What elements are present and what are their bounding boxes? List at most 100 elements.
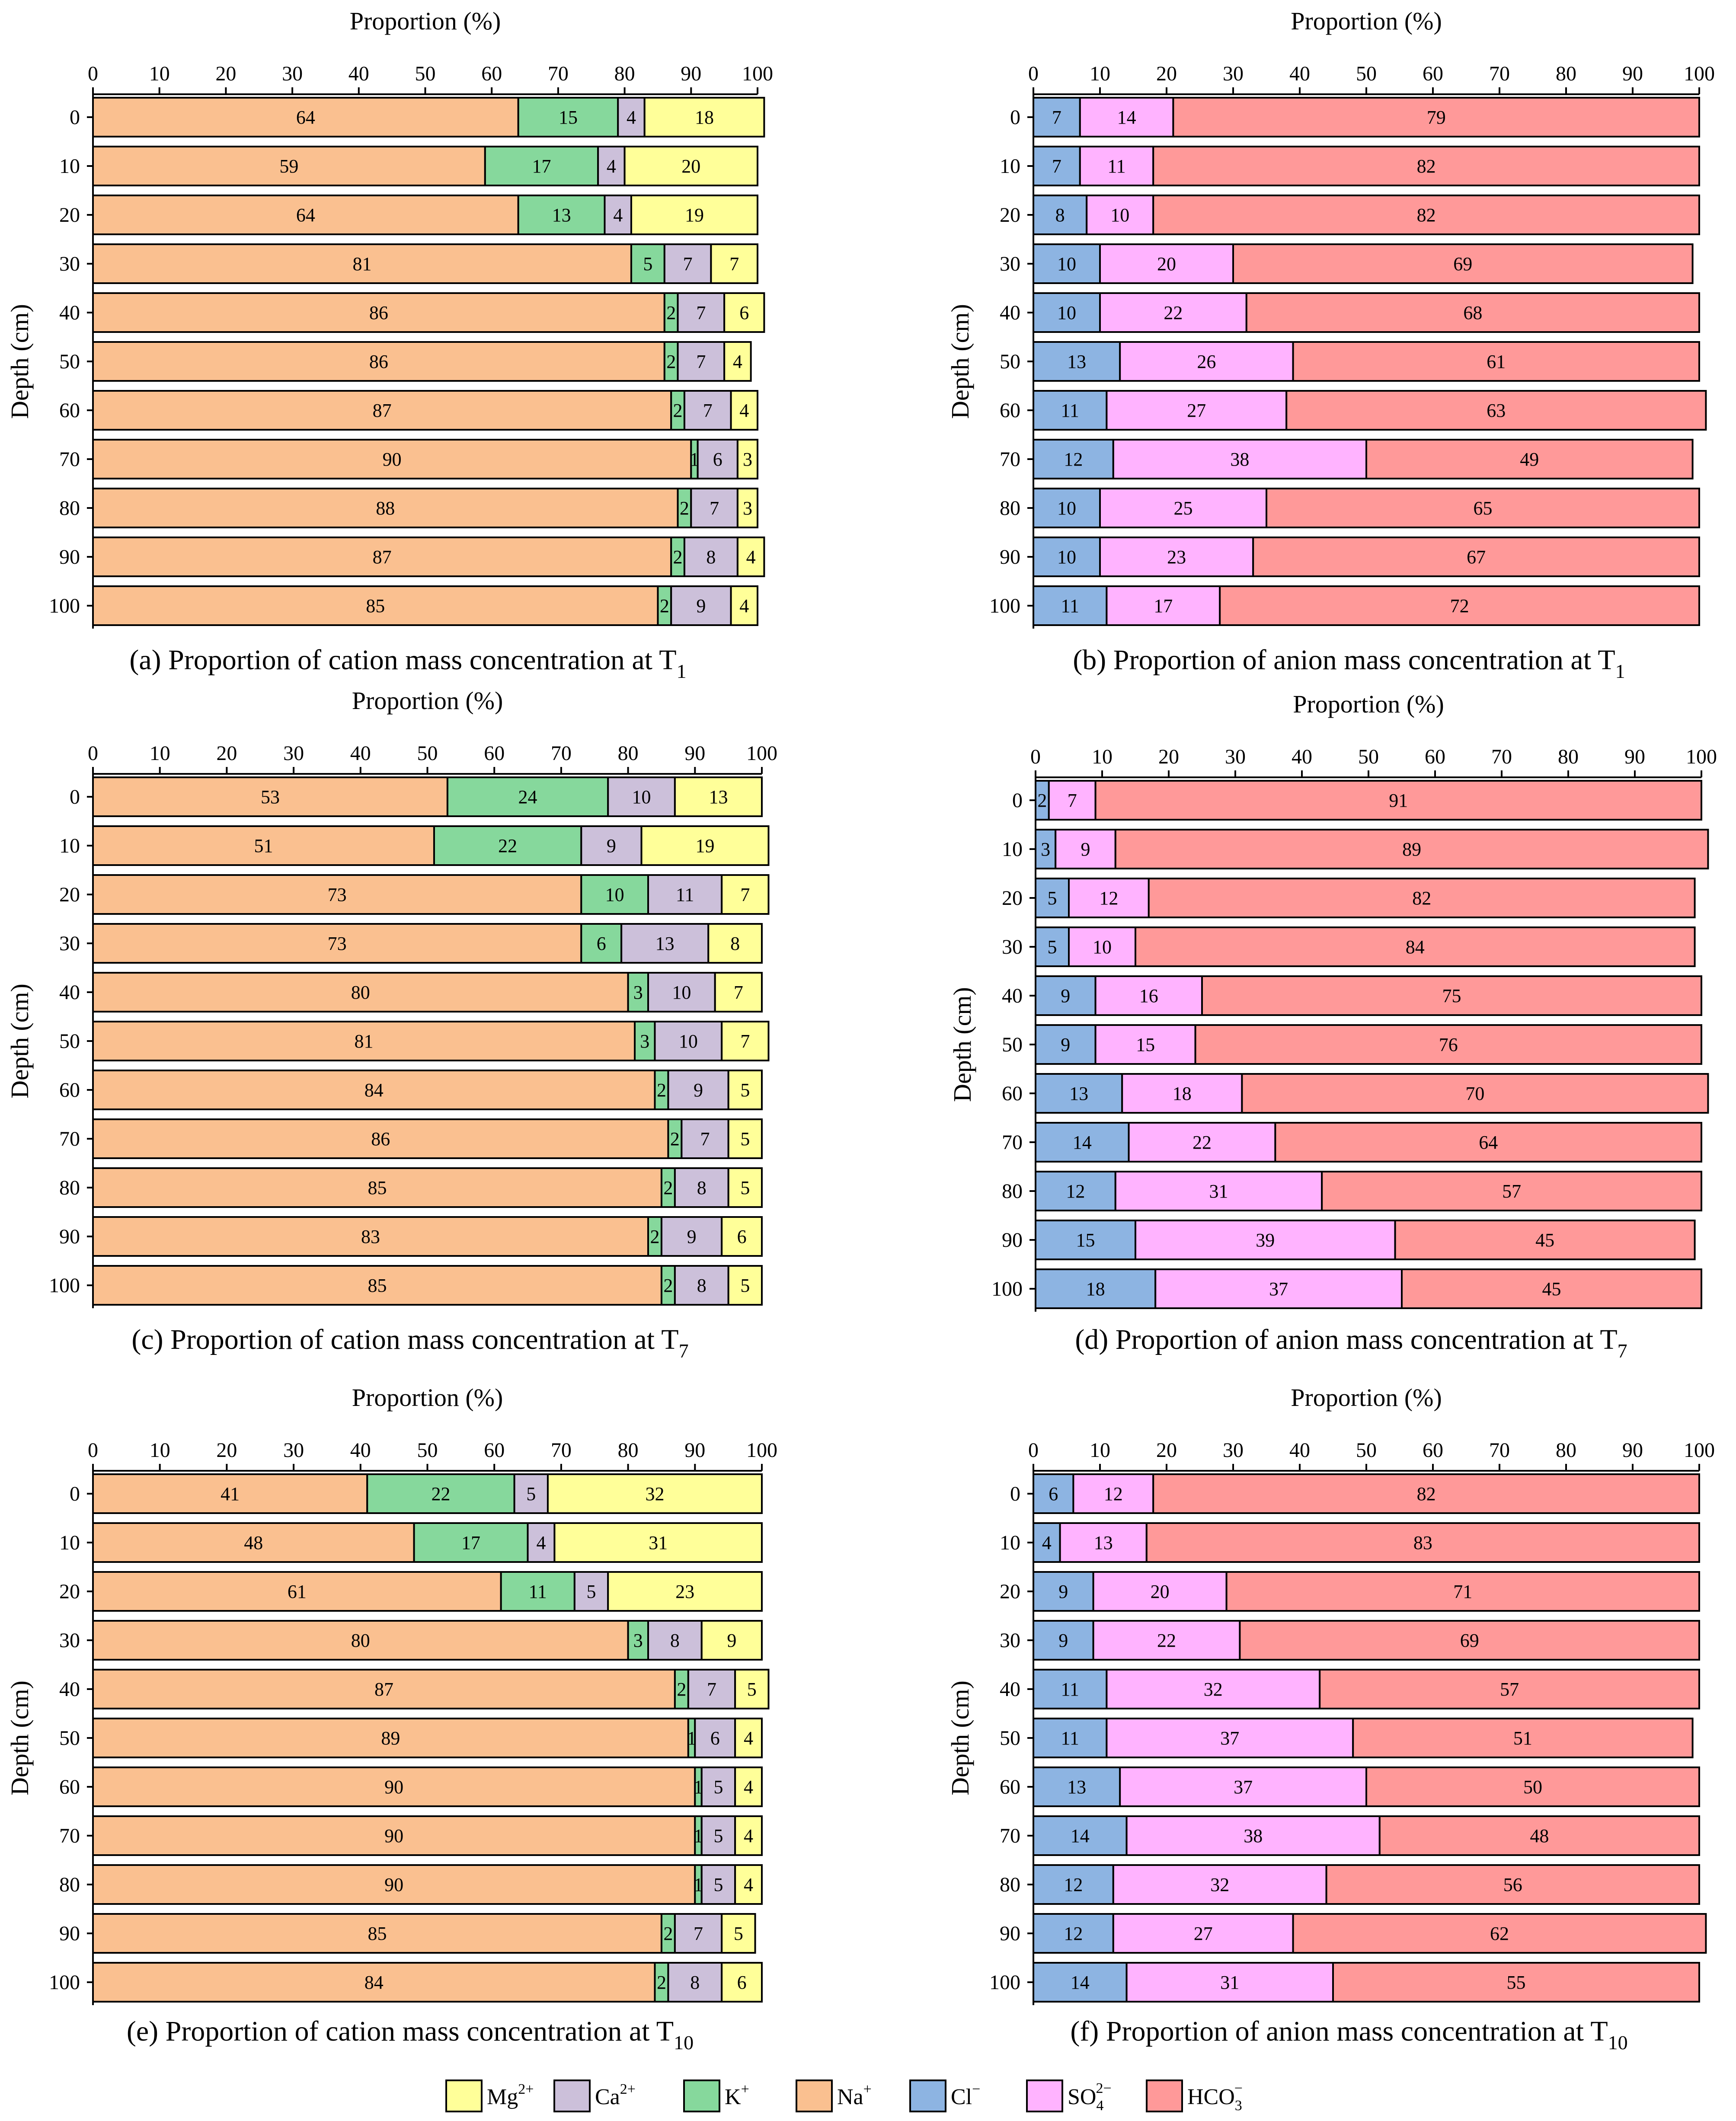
data-label: 5: [587, 1581, 596, 1602]
x-tick-label: 70: [1489, 62, 1510, 85]
data-label: 90: [384, 1825, 403, 1846]
bar-segment-cl: [1033, 1766, 1121, 1807]
bar-segment-so4: [1154, 1268, 1403, 1309]
bar-segment-ca: [667, 1070, 729, 1110]
x-tick-label: 40: [348, 62, 369, 85]
data-label: 9: [727, 1630, 736, 1651]
data-label: 57: [1502, 1181, 1521, 1202]
y-tick-label: 20: [59, 204, 80, 227]
legend-label: Cl−: [951, 2081, 980, 2109]
y-tick-label: 0: [70, 106, 80, 129]
data-label: 20: [1157, 253, 1176, 275]
bar-segment-so4: [1112, 1913, 1294, 1954]
bar-segment-ca: [663, 243, 712, 284]
data-label: 90: [383, 449, 402, 470]
data-label: 17: [532, 156, 551, 177]
data-label: 4: [607, 156, 616, 177]
bar-segment-ca: [573, 1571, 609, 1612]
x-tick-label: 50: [417, 1439, 438, 1462]
y-tick-label: 40: [59, 301, 80, 324]
x-tick-label: 0: [1028, 62, 1039, 85]
bar-segment-k: [667, 1118, 683, 1159]
data-label: 2: [663, 1923, 673, 1944]
data-label: 6: [1049, 1483, 1058, 1505]
bar-segment-ca: [697, 439, 739, 479]
x-axis-title: Proportion (%): [1293, 690, 1444, 718]
bar-segment-mg: [674, 776, 763, 817]
bar-segment-cl: [1033, 488, 1101, 528]
x-tick-label: 80: [618, 1439, 639, 1462]
data-label: 14: [1073, 1132, 1092, 1153]
data-label: 31: [649, 1532, 668, 1553]
x-tick-label: 20: [216, 742, 237, 765]
y-tick-label: 20: [1000, 1580, 1020, 1603]
legend-swatch: [683, 2079, 720, 2112]
data-label: 45: [1542, 1278, 1561, 1300]
data-label: 4: [744, 1776, 753, 1798]
data-label: 82: [1412, 888, 1431, 909]
x-tick-label: 90: [681, 62, 701, 85]
y-tick-label: 60: [1002, 1082, 1023, 1105]
x-tick-label: 60: [1425, 745, 1445, 768]
bar-segment-hco3: [1365, 439, 1694, 479]
data-label: 2: [670, 1128, 680, 1150]
bar-segment-mg: [727, 1118, 763, 1159]
bar-segment-so4: [1068, 878, 1150, 918]
bar-segment-cl: [1035, 829, 1057, 869]
bar-segment-hco3: [1219, 585, 1700, 626]
x-tick-label: 10: [149, 62, 170, 85]
data-label: 10: [1057, 253, 1076, 275]
legend-superscript: +: [741, 2081, 749, 2097]
data-label: 27: [1187, 400, 1206, 421]
bar-segment-so4: [1125, 1962, 1334, 2003]
data-label: 7: [707, 1679, 716, 1700]
data-label: 41: [221, 1483, 240, 1505]
data-label: 4: [744, 1874, 753, 1895]
bar-segment-hco3: [1114, 829, 1709, 869]
bar-segment-k: [634, 1021, 656, 1061]
bar-segment-hco3: [1201, 975, 1702, 1016]
caption-subscript: 1: [1615, 660, 1625, 682]
x-tick-label: 10: [150, 1439, 170, 1462]
legend-swatch: [1026, 2079, 1063, 2112]
x-tick-label: 0: [1028, 1439, 1039, 1462]
data-label: 4: [613, 204, 623, 226]
data-label: 15: [1076, 1230, 1095, 1251]
data-label: 13: [709, 786, 728, 808]
caption-text: (c) Proportion of cation mass concentrat…: [131, 1324, 678, 1355]
bar-segment-hco3: [1135, 926, 1696, 967]
data-label: 5: [747, 1679, 757, 1700]
data-label: 1: [694, 1825, 703, 1846]
legend-superscript: −: [972, 2081, 980, 2097]
data-label: 8: [690, 1972, 700, 1993]
x-tick-label: 50: [417, 742, 438, 765]
caption-subscript: 7: [679, 1340, 689, 1362]
x-tick-label: 80: [1556, 1439, 1576, 1462]
bar-segment-hco3: [1378, 1815, 1701, 1856]
bar-segment-k: [670, 537, 685, 577]
caption-text: (e) Proportion of cation mass concentrat…: [127, 2016, 674, 2047]
data-label: 32: [645, 1483, 664, 1505]
bar-segment-mg: [707, 923, 763, 964]
legend-ion: HCO: [1187, 2085, 1235, 2109]
data-label: 5: [740, 1080, 750, 1101]
data-label: 12: [1066, 1181, 1085, 1202]
data-label: 4: [536, 1532, 546, 1553]
x-tick-label: 60: [481, 62, 502, 85]
bar-segment-cl: [1033, 1815, 1128, 1856]
bar-segment-so4: [1112, 439, 1368, 479]
data-label: 16: [1139, 985, 1158, 1006]
bar-segment-cl: [1033, 1718, 1108, 1758]
data-label: 20: [681, 156, 700, 177]
data-label: 13: [655, 933, 675, 954]
bar-segment-ca: [513, 1473, 549, 1514]
data-label: 14: [1117, 107, 1136, 128]
panel-caption: (c) Proportion of cation mass concentrat…: [131, 1324, 688, 1362]
data-label: 6: [713, 449, 723, 470]
bar-segment-mg: [736, 537, 765, 577]
x-tick-label: 100: [746, 1439, 777, 1462]
bar-segment-k: [484, 146, 599, 186]
caption-subscript: 10: [1608, 2032, 1628, 2054]
data-label: 6: [739, 302, 749, 323]
